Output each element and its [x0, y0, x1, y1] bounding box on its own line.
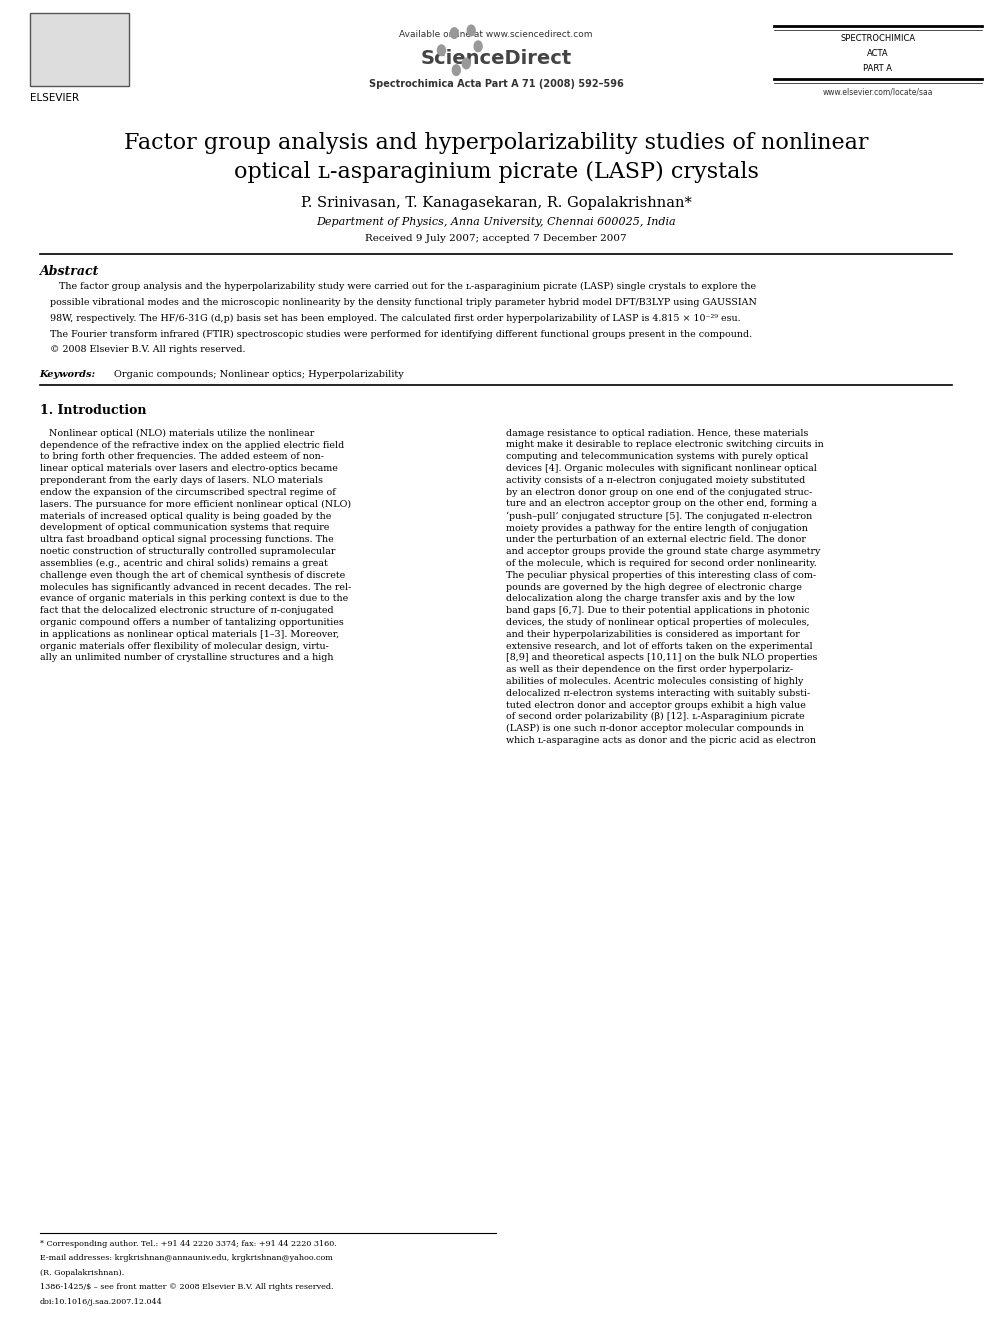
Circle shape [450, 28, 458, 38]
Text: Received 9 July 2007; accepted 7 December 2007: Received 9 July 2007; accepted 7 Decembe… [365, 234, 627, 243]
Text: (R. Gopalakrishnan).: (R. Gopalakrishnan). [40, 1269, 124, 1277]
Bar [30, 13, 129, 86]
Circle shape [452, 65, 460, 75]
Text: The factor group analysis and the hyperpolarizability study were carried out for: The factor group analysis and the hyperp… [50, 282, 756, 291]
Text: Available online at www.sciencedirect.com: Available online at www.sciencedirect.co… [399, 30, 593, 40]
Text: PART A: PART A [863, 64, 893, 73]
Text: Department of Physics, Anna University, Chennai 600025, India: Department of Physics, Anna University, … [316, 217, 676, 228]
Circle shape [467, 25, 475, 36]
Text: 1386-1425/$ – see front matter © 2008 Elsevier B.V. All rights reserved.: 1386-1425/$ – see front matter © 2008 El… [40, 1283, 333, 1291]
Text: possible vibrational modes and the microscopic nonlinearity by the density funct: possible vibrational modes and the micro… [50, 298, 757, 307]
Text: SPECTROCHIMICA: SPECTROCHIMICA [840, 34, 916, 44]
Circle shape [474, 41, 482, 52]
Text: www.elsevier.com/locate/saa: www.elsevier.com/locate/saa [822, 87, 933, 97]
Text: © 2008 Elsevier B.V. All rights reserved.: © 2008 Elsevier B.V. All rights reserved… [50, 345, 245, 355]
Text: 1. Introduction: 1. Introduction [40, 404, 146, 417]
Text: * Corresponding author. Tel.: +91 44 2220 3374; fax: +91 44 2220 3160.: * Corresponding author. Tel.: +91 44 222… [40, 1240, 336, 1248]
Text: Keywords:: Keywords: [40, 370, 96, 380]
Circle shape [437, 45, 445, 56]
Text: ScienceDirect: ScienceDirect [421, 49, 571, 67]
Text: Abstract: Abstract [40, 265, 99, 278]
Text: ELSEVIER: ELSEVIER [30, 93, 79, 103]
Text: Spectrochimica Acta Part A 71 (2008) 592–596: Spectrochimica Acta Part A 71 (2008) 592… [369, 79, 623, 90]
Text: damage resistance to optical radiation. Hence, these materials
might make it des: damage resistance to optical radiation. … [506, 429, 823, 745]
Text: E-mail addresses: krgkrishnan@annauniv.edu, krgkrishnan@yahoo.com: E-mail addresses: krgkrishnan@annauniv.e… [40, 1254, 332, 1262]
Text: doi:10.1016/j.saa.2007.12.044: doi:10.1016/j.saa.2007.12.044 [40, 1298, 163, 1306]
Text: Factor group analysis and hyperpolarizability studies of nonlinear: Factor group analysis and hyperpolarizab… [124, 132, 868, 155]
Text: optical ʟ-asparaginium picrate (LASP) crystals: optical ʟ-asparaginium picrate (LASP) cr… [233, 161, 759, 184]
Text: P. Srinivasan, T. Kanagasekaran, R. Gopalakrishnan*: P. Srinivasan, T. Kanagasekaran, R. Gopa… [301, 196, 691, 210]
Text: The Fourier transform infrared (FTIR) spectroscopic studies were performed for i: The Fourier transform infrared (FTIR) sp… [50, 329, 752, 339]
Text: Organic compounds; Nonlinear optics; Hyperpolarizability: Organic compounds; Nonlinear optics; Hyp… [114, 370, 404, 380]
Text: 98W, respectively. The HF/6-31G (d,p) basis set has been employed. The calculate: 98W, respectively. The HF/6-31G (d,p) ba… [50, 314, 740, 323]
Text: Nonlinear optical (NLO) materials utilize the nonlinear
dependence of the refrac: Nonlinear optical (NLO) materials utiliz… [40, 429, 351, 663]
Text: ACTA: ACTA [867, 49, 889, 58]
Circle shape [462, 58, 470, 69]
